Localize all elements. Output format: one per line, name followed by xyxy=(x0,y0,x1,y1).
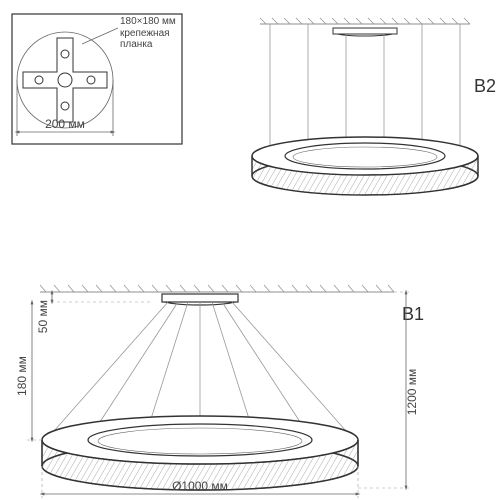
bracket-dim: 180×180 мм xyxy=(120,16,176,27)
base-dim: 200 мм xyxy=(45,117,85,131)
b2-ring xyxy=(252,137,478,195)
dim-canopy-h: 50 мм xyxy=(36,292,150,333)
svg-text:1200 мм: 1200 мм xyxy=(405,369,419,416)
bracket-center-hole xyxy=(58,73,72,87)
bracket-label-2: планка xyxy=(120,39,153,50)
svg-text:50 мм: 50 мм xyxy=(36,300,50,333)
b1-label: B1 xyxy=(402,304,424,324)
b2-wires xyxy=(270,24,460,156)
svg-text:180 мм: 180 мм xyxy=(15,356,29,396)
b2-label: B2 xyxy=(474,76,496,96)
variant-b1: B1 50 мм 180 мм 1200 м xyxy=(15,285,424,498)
inset-panel: 180×180 мм крепежная планка 200 мм xyxy=(12,14,182,144)
svg-text:Ø1000 мм: Ø1000 мм xyxy=(172,479,228,493)
bracket-label: крепежная xyxy=(120,28,170,39)
variant-b2: B2 xyxy=(252,18,496,195)
